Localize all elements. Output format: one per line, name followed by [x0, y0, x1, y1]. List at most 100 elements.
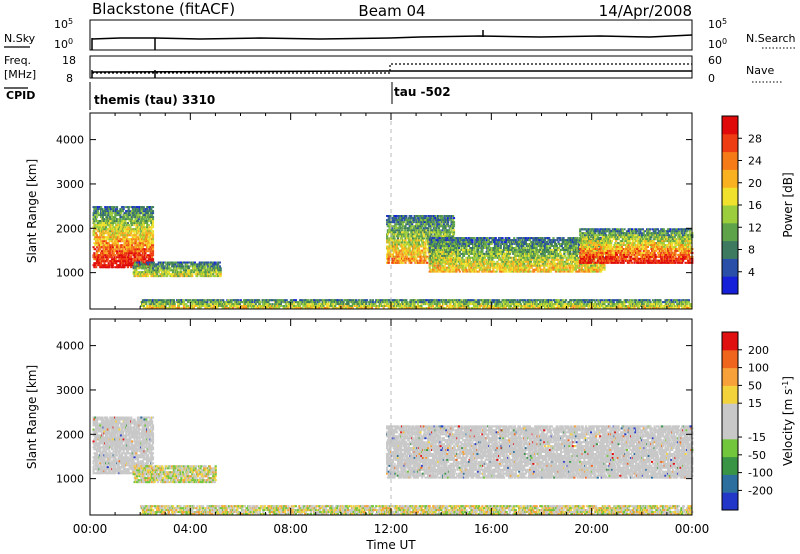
cell	[93, 222, 95, 224]
cell	[127, 222, 129, 224]
cell	[118, 244, 120, 246]
cpid-segment-2: tau -502	[394, 85, 451, 99]
cell	[104, 214, 106, 216]
cell	[111, 256, 113, 258]
cell	[135, 234, 137, 236]
nave-label: Nave	[746, 64, 774, 77]
cell	[112, 246, 114, 248]
power-region-0	[93, 206, 155, 268]
cell	[97, 240, 99, 242]
cell	[139, 252, 141, 254]
cell	[130, 266, 132, 268]
cell	[128, 260, 130, 262]
cell	[123, 248, 125, 250]
cell	[113, 206, 115, 208]
cell	[120, 212, 122, 214]
cell	[116, 206, 118, 208]
cell	[93, 230, 95, 232]
nsearch-tick-top: 105	[708, 17, 727, 31]
cell	[102, 242, 104, 244]
cell	[98, 212, 100, 214]
date-title: 14/Apr/2008	[599, 2, 692, 20]
cell	[130, 254, 132, 256]
cell	[94, 264, 96, 266]
cell	[112, 264, 114, 266]
cell	[94, 248, 96, 250]
cell	[128, 254, 130, 256]
cell	[131, 224, 133, 226]
cell	[116, 238, 118, 240]
cell	[141, 254, 143, 256]
cell	[144, 252, 146, 254]
cell	[119, 248, 121, 250]
cell	[105, 226, 107, 228]
freq-tick-bottom: 8	[66, 72, 73, 85]
cell	[139, 214, 141, 216]
cell	[130, 260, 132, 262]
cell	[103, 256, 105, 258]
cell	[131, 244, 133, 246]
cell	[144, 258, 146, 260]
cell	[116, 250, 118, 252]
cell	[129, 214, 131, 216]
cell	[99, 236, 101, 238]
cell	[115, 262, 117, 264]
cell	[111, 240, 113, 242]
figure: Blackstone (fitACF) Beam 04 14/Apr/2008 …	[0, 0, 800, 554]
cell	[109, 252, 111, 254]
cell	[95, 266, 97, 268]
nave-tick-bottom: 0	[708, 72, 715, 85]
cell	[138, 256, 140, 258]
cell	[111, 212, 113, 214]
cell	[134, 224, 136, 226]
cell	[103, 234, 105, 236]
cell	[109, 210, 111, 212]
cell	[117, 242, 119, 244]
freq-tick-top: 18	[62, 54, 76, 67]
cell	[114, 254, 116, 256]
cell	[97, 210, 99, 212]
cpid-label: CPID	[6, 89, 35, 102]
cell	[93, 246, 95, 248]
freq-label-1: Freq.	[4, 54, 31, 67]
cpid-panel: CPID themis (tau) 3310 tau -502	[4, 82, 451, 110]
cell	[118, 236, 120, 238]
cell	[122, 262, 124, 264]
cpid-segment-1: themis (tau) 3310	[94, 93, 215, 107]
cell	[108, 262, 110, 264]
cell	[130, 232, 132, 234]
cell	[123, 266, 125, 268]
cell	[129, 226, 131, 228]
cell	[142, 242, 144, 244]
cell	[112, 266, 114, 268]
cell	[114, 216, 116, 218]
cell	[103, 218, 105, 220]
cell	[99, 238, 101, 240]
cell	[143, 218, 145, 220]
cell	[128, 208, 130, 210]
cell	[122, 230, 124, 232]
cell	[106, 260, 108, 262]
cell	[116, 248, 118, 250]
cell	[96, 246, 98, 248]
nsky-tick-top: 105	[54, 17, 73, 31]
cell	[115, 258, 117, 260]
cell	[95, 232, 97, 234]
cell	[138, 230, 140, 232]
cell	[108, 242, 110, 244]
cell	[98, 250, 100, 252]
cell	[123, 206, 125, 208]
cell	[117, 222, 119, 224]
cell	[126, 236, 128, 238]
cell	[127, 266, 129, 268]
cell	[129, 224, 131, 226]
freq-label-2: [MHz]	[4, 68, 36, 81]
cell	[124, 220, 126, 222]
cell	[103, 238, 105, 240]
cell	[96, 252, 98, 254]
nsearch-tick-bottom: 100	[708, 37, 727, 51]
cell	[145, 248, 147, 250]
cell	[137, 220, 139, 222]
cell	[112, 224, 114, 226]
cell	[103, 262, 105, 264]
